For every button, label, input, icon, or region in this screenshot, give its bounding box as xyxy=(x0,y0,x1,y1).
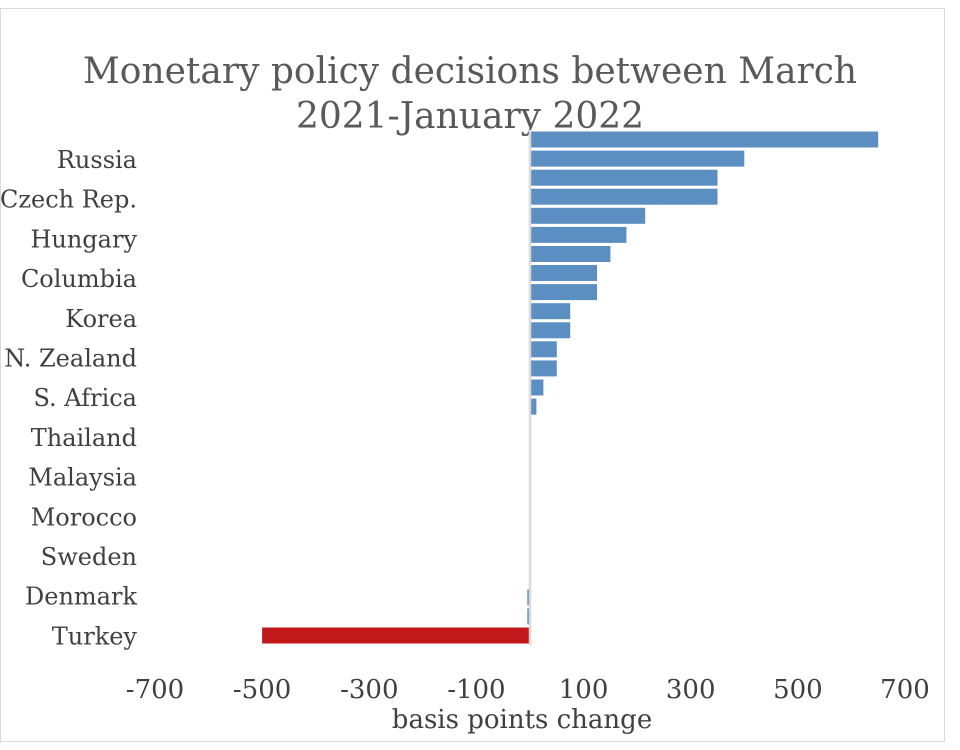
x-tick-label: 500 xyxy=(773,675,823,705)
bar-8 xyxy=(530,265,597,281)
bar-group xyxy=(262,131,879,644)
bar-14 xyxy=(530,379,544,396)
bar-1 xyxy=(530,131,879,148)
bar-4 xyxy=(530,188,718,205)
x-tick-label: -300 xyxy=(340,675,398,705)
chart-frame xyxy=(0,8,945,742)
category-label: N. Zealand xyxy=(4,345,137,373)
category-label: Sweden xyxy=(41,543,137,571)
category-label: Morocco xyxy=(31,503,137,531)
category-label: Denmark xyxy=(25,583,137,611)
bar-26 xyxy=(527,608,530,625)
category-label: Russia xyxy=(57,146,137,174)
bar-3 xyxy=(530,169,718,186)
bar-11 xyxy=(530,322,571,339)
category-label: Columbia xyxy=(21,265,137,293)
x-tick-label: 100 xyxy=(559,675,609,705)
bar-10 xyxy=(530,303,571,320)
bar-6 xyxy=(530,226,627,243)
bar-15 xyxy=(530,398,537,415)
category-label: Turkey xyxy=(52,622,138,650)
bar-2 xyxy=(530,150,745,167)
category-label: Korea xyxy=(65,305,137,333)
chart-title-line-1: Monetary policy decisions between March xyxy=(83,51,857,92)
x-tick-label: -500 xyxy=(233,675,291,705)
chart-title-line-2: 2021-January 2022 xyxy=(296,96,644,137)
bar-25 xyxy=(527,589,530,606)
x-tick-label: -100 xyxy=(447,675,505,705)
category-labels: Russia Czech Rep. Hungary Columbia Korea N. Z… xyxy=(0,146,137,650)
bar-9 xyxy=(530,284,597,301)
x-tick-labels: -700 -500 -300 -100 100 300 500 700 xyxy=(126,675,930,705)
bar-27 xyxy=(262,627,530,644)
bar-7 xyxy=(530,246,611,262)
bar-12 xyxy=(530,341,557,358)
category-label: Malaysia xyxy=(28,464,137,492)
category-label: Czech Rep. xyxy=(0,186,137,214)
bar-13 xyxy=(530,360,557,377)
bar-5 xyxy=(530,207,646,224)
x-tick-label: -700 xyxy=(126,675,184,705)
category-label: S. Africa xyxy=(33,384,137,412)
x-tick-label: 300 xyxy=(666,675,716,705)
x-axis-title: basis points change xyxy=(392,705,652,735)
x-tick-label: 700 xyxy=(880,675,930,705)
category-label: Hungary xyxy=(30,225,137,253)
category-label: Thailand xyxy=(31,424,137,452)
